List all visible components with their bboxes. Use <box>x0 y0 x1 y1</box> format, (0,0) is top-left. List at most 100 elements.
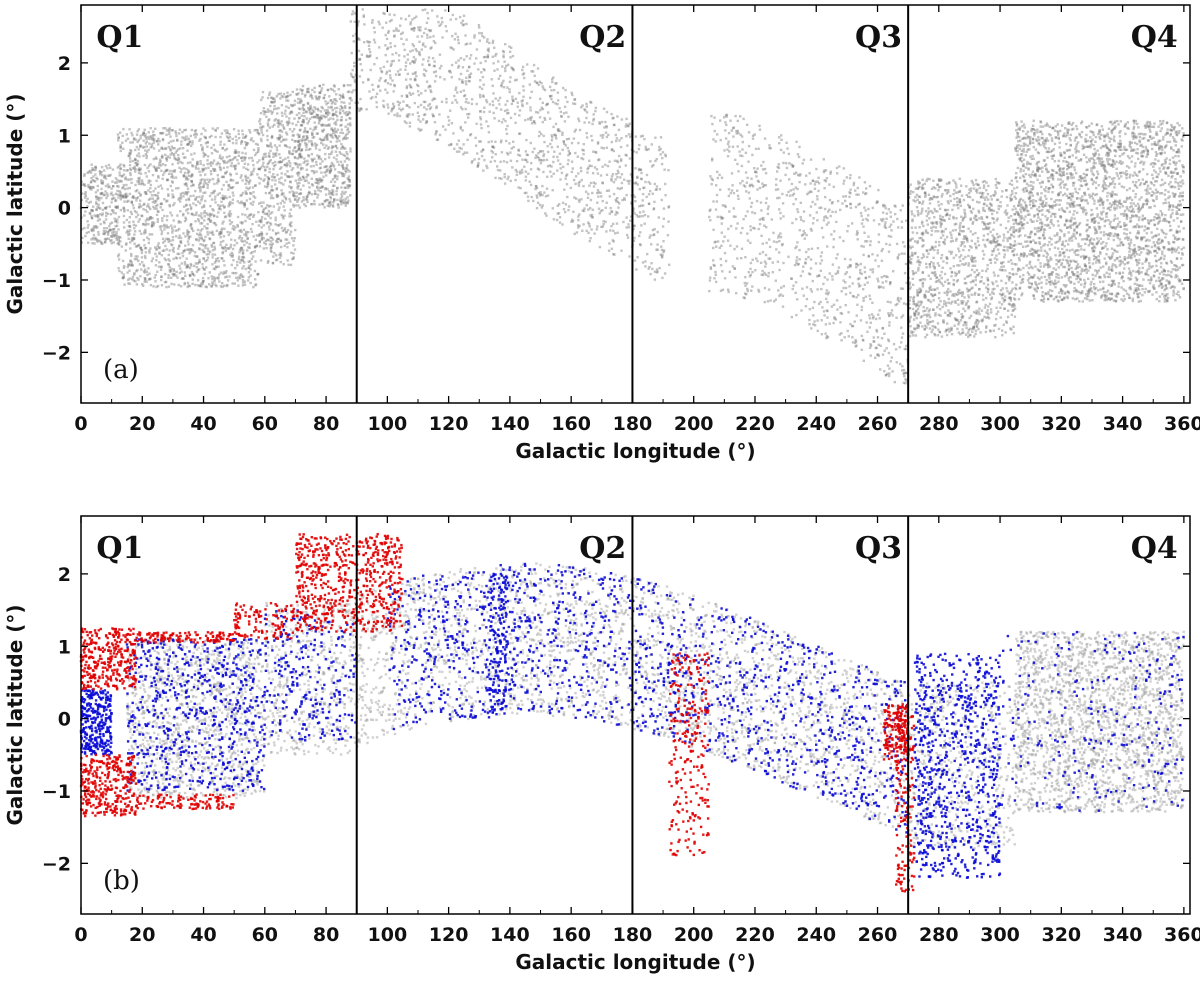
point <box>602 220 605 223</box>
point <box>245 230 248 234</box>
point <box>346 156 349 160</box>
point <box>99 240 103 244</box>
point <box>578 180 581 183</box>
point <box>321 178 324 182</box>
point <box>282 183 285 186</box>
point <box>303 179 307 183</box>
point <box>620 249 623 252</box>
point <box>116 221 119 224</box>
point <box>152 147 156 150</box>
point <box>134 255 137 258</box>
point <box>210 232 214 235</box>
point <box>341 95 345 99</box>
point <box>103 221 106 225</box>
point <box>346 127 350 130</box>
point <box>143 247 147 250</box>
point <box>201 149 204 152</box>
point <box>353 12 356 15</box>
point <box>565 111 568 114</box>
point <box>321 123 324 126</box>
point <box>784 173 787 177</box>
point <box>220 157 223 161</box>
point <box>293 99 297 102</box>
point <box>582 149 585 152</box>
point <box>240 249 243 252</box>
point <box>266 165 269 169</box>
point <box>134 148 137 152</box>
point <box>331 114 334 117</box>
point <box>857 193 860 196</box>
point <box>141 133 145 136</box>
point <box>333 98 336 101</box>
point <box>505 132 509 135</box>
point <box>305 179 308 182</box>
point <box>122 186 125 189</box>
point <box>244 192 248 195</box>
point <box>789 189 792 192</box>
point <box>145 145 148 148</box>
point <box>164 169 168 172</box>
point <box>233 239 237 242</box>
point <box>135 245 139 248</box>
point <box>310 183 314 186</box>
point <box>819 255 823 258</box>
point <box>232 194 235 197</box>
point <box>308 191 311 195</box>
point <box>615 200 618 203</box>
point <box>278 129 281 133</box>
point <box>611 117 614 120</box>
point <box>192 213 195 217</box>
point <box>778 268 781 272</box>
point <box>114 192 118 196</box>
point <box>350 74 353 78</box>
point <box>409 78 412 81</box>
point <box>165 237 168 240</box>
point <box>371 21 374 24</box>
point <box>849 206 852 210</box>
point <box>216 179 219 182</box>
point <box>128 216 131 219</box>
point <box>326 101 330 104</box>
point <box>608 212 611 215</box>
point <box>275 195 279 199</box>
point <box>409 62 412 65</box>
point <box>289 263 293 267</box>
point <box>502 86 506 89</box>
point <box>293 248 297 251</box>
point <box>86 220 89 223</box>
point <box>137 139 140 142</box>
point <box>620 118 624 121</box>
point <box>301 92 304 95</box>
point <box>662 207 666 210</box>
point <box>592 185 596 188</box>
point <box>500 177 503 180</box>
point <box>344 197 347 201</box>
point <box>219 240 223 244</box>
point <box>530 122 534 125</box>
point <box>278 136 281 139</box>
point <box>142 222 145 226</box>
point <box>627 226 631 229</box>
point <box>333 133 337 136</box>
point <box>170 172 173 176</box>
point <box>231 201 234 205</box>
point <box>112 235 115 238</box>
point <box>224 172 227 175</box>
point <box>268 118 271 121</box>
point <box>256 273 259 276</box>
point <box>434 70 438 73</box>
point <box>570 141 574 145</box>
point <box>172 154 176 157</box>
point <box>348 170 351 173</box>
point <box>153 166 157 169</box>
point <box>650 143 653 146</box>
point <box>105 196 108 200</box>
point <box>213 245 216 249</box>
point <box>398 101 402 104</box>
point <box>403 120 406 123</box>
point <box>340 164 344 168</box>
point <box>218 280 221 283</box>
point <box>775 183 778 186</box>
point <box>326 147 330 150</box>
point <box>135 197 138 200</box>
